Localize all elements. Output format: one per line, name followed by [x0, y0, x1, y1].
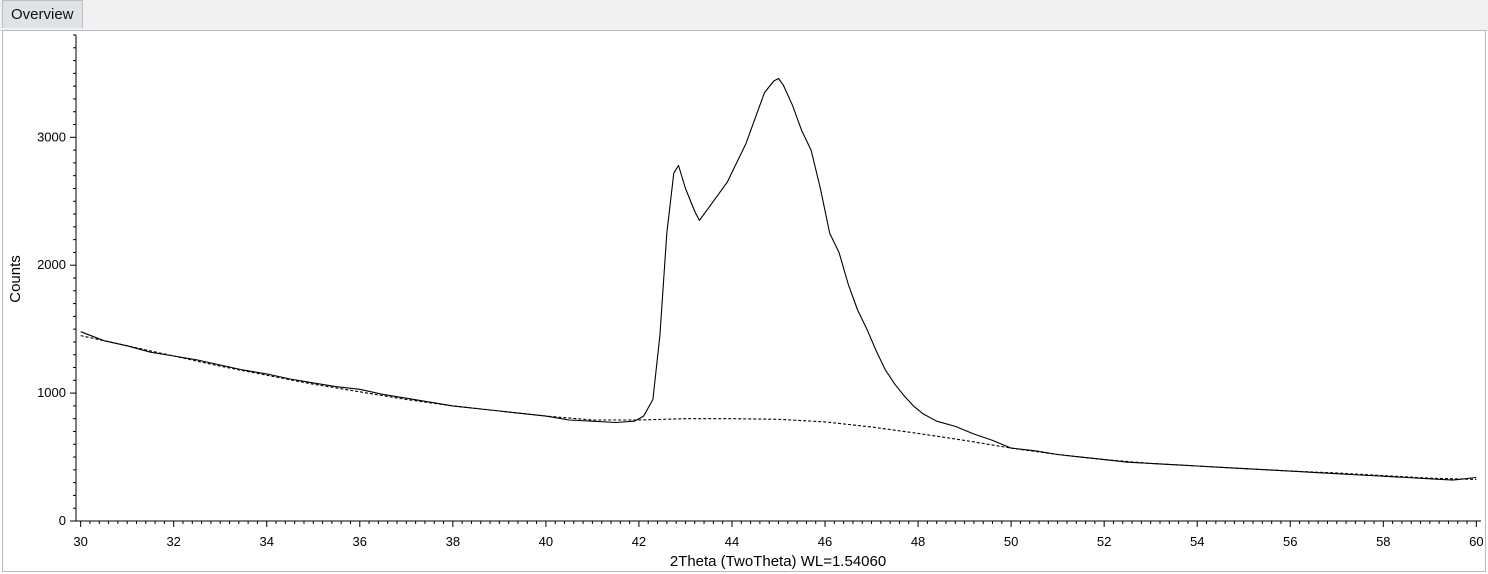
y-axis-title: Counts — [7, 255, 24, 303]
y-tick-label: 0 — [59, 513, 66, 528]
x-tick-label: 30 — [73, 534, 87, 549]
x-tick-label: 50 — [1004, 534, 1018, 549]
background-curve-line — [80, 335, 1477, 480]
y-tick-label: 3000 — [37, 129, 66, 144]
x-tick-label: 38 — [446, 534, 460, 549]
measured-pattern-line — [80, 77, 1477, 481]
axes: 30 32 34 36 38 40 42 44 46 48 50 52 54 56 58 60 0 1000 200… — [37, 34, 1484, 549]
x-tick-label: 56 — [1283, 534, 1297, 549]
x-tick-label: 36 — [353, 534, 367, 549]
x-tick-label: 32 — [166, 534, 180, 549]
series-layer — [80, 77, 1477, 481]
x-tick-label: 34 — [260, 534, 274, 549]
x-tick-label: 40 — [539, 534, 553, 549]
x-tick-label: 46 — [818, 534, 832, 549]
x-axis-title: 2Theta (TwoTheta) WL=1.54060 — [670, 553, 886, 570]
plot-panel — [2, 30, 1486, 572]
x-tick-label: 58 — [1376, 534, 1390, 549]
x-tick-label: 54 — [1190, 534, 1204, 549]
x-tick-label: 60 — [1469, 534, 1483, 549]
tab-overview[interactable]: Overview — [2, 0, 83, 28]
x-tick-label: 42 — [632, 534, 646, 549]
y-tick-label: 2000 — [37, 257, 66, 272]
y-tick-label: 1000 — [37, 385, 66, 400]
x-tick-label: 44 — [725, 534, 739, 549]
x-tick-label: 52 — [1097, 534, 1111, 549]
x-tick-label: 48 — [911, 534, 925, 549]
